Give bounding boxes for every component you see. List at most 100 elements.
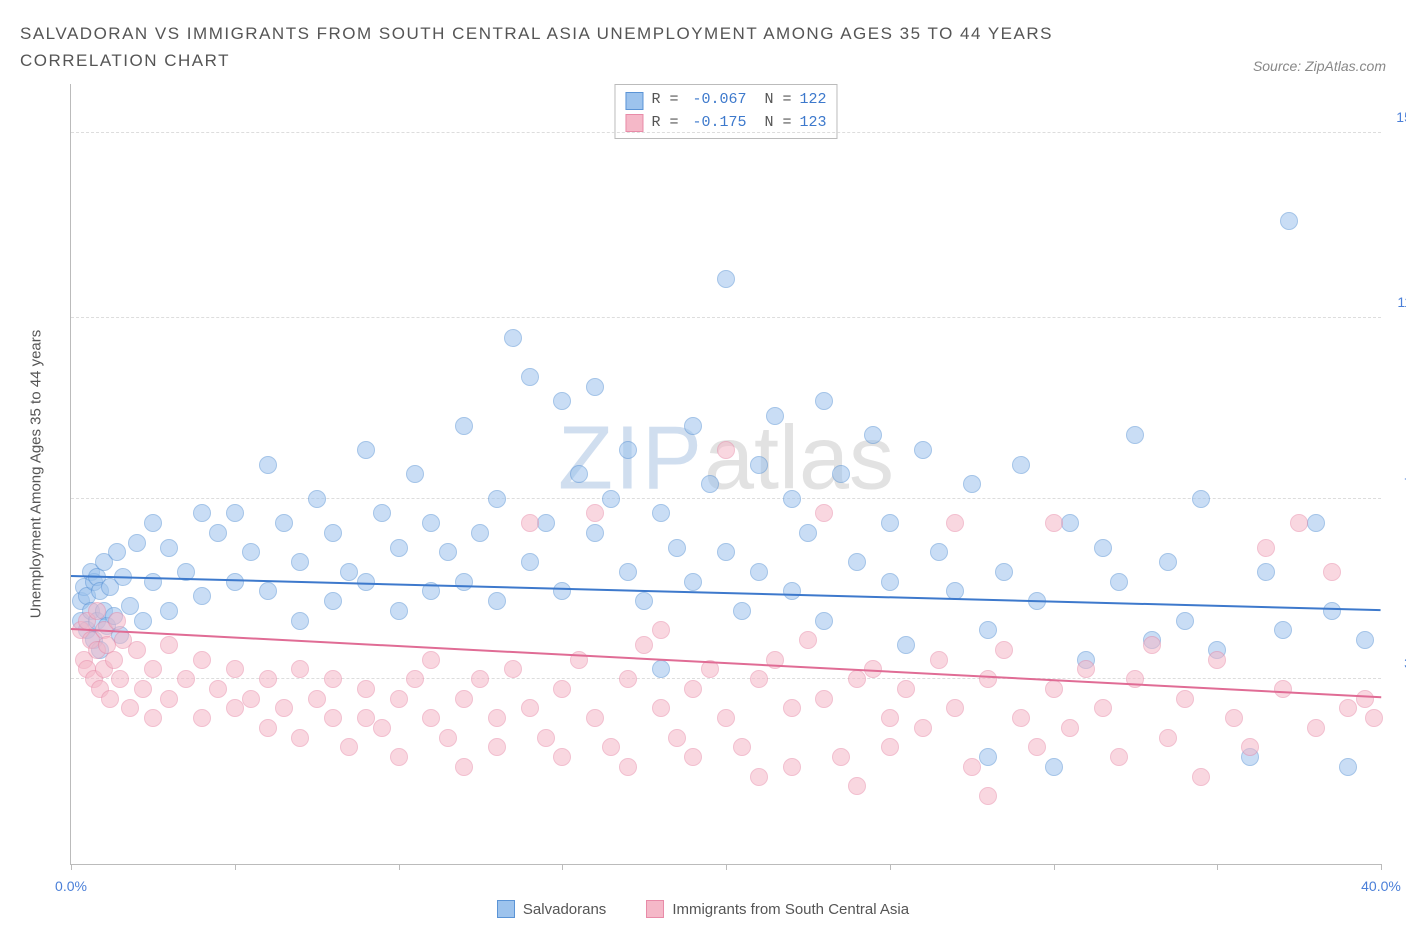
stats-n-value: 122 [800,89,827,112]
data-point [1176,690,1194,708]
data-point [455,573,473,591]
data-point [390,602,408,620]
data-point [1159,553,1177,571]
data-point [815,392,833,410]
data-point [390,748,408,766]
data-point [619,563,637,581]
data-point [668,539,686,557]
data-point [471,670,489,688]
data-point [1356,631,1374,649]
data-point [619,758,637,776]
data-point [750,768,768,786]
grid-line [71,317,1381,318]
grid-line [71,132,1381,133]
data-point [226,660,244,678]
data-point [602,738,620,756]
data-point [406,670,424,688]
data-point [1365,709,1383,727]
data-point [1257,539,1275,557]
data-point [815,612,833,630]
stats-n-label: N = [764,89,791,112]
data-point [848,777,866,795]
chart-title: SALVADORAN VS IMMIGRANTS FROM SOUTH CENT… [20,20,1120,74]
data-point [1356,690,1374,708]
data-point [979,621,997,639]
data-point [946,514,964,532]
data-point [930,651,948,669]
data-point [1061,514,1079,532]
data-point [324,670,342,688]
data-point [914,719,932,737]
data-point [259,582,277,600]
data-point [1159,729,1177,747]
x-tick [890,864,891,870]
data-point [635,592,653,610]
data-point [602,490,620,508]
data-point [340,563,358,581]
data-point [1094,699,1112,717]
data-point [750,456,768,474]
data-point [946,699,964,717]
data-point [144,709,162,727]
y-tick-label: 11.2% [1397,294,1406,310]
data-point [832,748,850,766]
data-point [684,417,702,435]
legend: Salvadorans Immigrants from South Centra… [20,900,1386,918]
plot-area: Unemployment Among Ages 35 to 44 years Z… [70,84,1381,865]
data-point [783,758,801,776]
data-point [684,573,702,591]
data-point [357,709,375,727]
data-point [324,524,342,542]
data-point [121,597,139,615]
data-point [586,709,604,727]
data-point [108,612,126,630]
data-point [144,514,162,532]
x-tick [1054,864,1055,870]
data-point [799,631,817,649]
x-tick [1217,864,1218,870]
data-point [668,729,686,747]
data-point [471,524,489,542]
data-point [128,534,146,552]
data-point [701,475,719,493]
data-point [422,514,440,532]
title-row: SALVADORAN VS IMMIGRANTS FROM SOUTH CENT… [20,20,1386,74]
data-point [160,602,178,620]
y-axis-label: Unemployment Among Ages 35 to 44 years [28,330,45,619]
data-point [553,748,571,766]
data-point [406,465,424,483]
data-point [537,514,555,532]
data-point [259,456,277,474]
data-point [521,368,539,386]
data-point [815,504,833,522]
data-point [1077,660,1095,678]
data-point [291,729,309,747]
x-tick [235,864,236,870]
grid-line [71,498,1381,499]
data-point [455,417,473,435]
data-point [979,748,997,766]
data-point [259,670,277,688]
data-point [881,573,899,591]
data-point [101,690,119,708]
x-tick [562,864,563,870]
data-point [930,543,948,561]
data-point [1176,612,1194,630]
data-point [1028,738,1046,756]
data-point [783,582,801,600]
data-point [1012,709,1030,727]
data-point [1274,680,1292,698]
data-point [128,641,146,659]
data-point [209,524,227,542]
data-point [488,709,506,727]
data-point [193,651,211,669]
data-point [619,670,637,688]
data-point [815,690,833,708]
data-point [537,729,555,747]
data-point [1126,426,1144,444]
data-point [995,641,1013,659]
data-point [1274,621,1292,639]
legend-swatch-immigrants [646,900,664,918]
data-point [291,612,309,630]
stats-row: R =-0.067N =122 [625,89,826,112]
